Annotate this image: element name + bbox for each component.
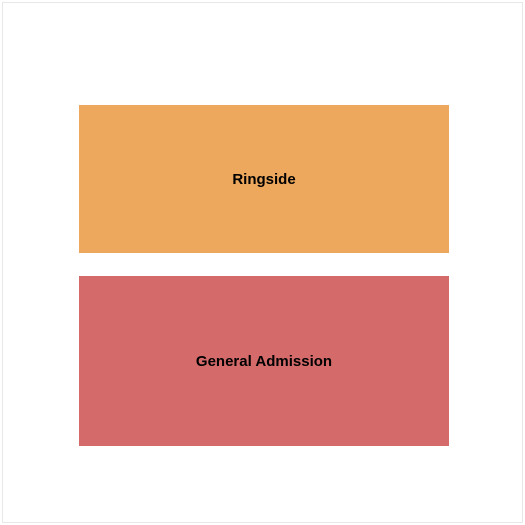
section-general-admission[interactable]: General Admission [79,276,449,446]
seating-chart-container: Ringside General Admission [2,2,523,523]
section-label-ringside: Ringside [232,171,295,188]
section-label-general-admission: General Admission [196,353,332,370]
section-ringside[interactable]: Ringside [79,105,449,253]
